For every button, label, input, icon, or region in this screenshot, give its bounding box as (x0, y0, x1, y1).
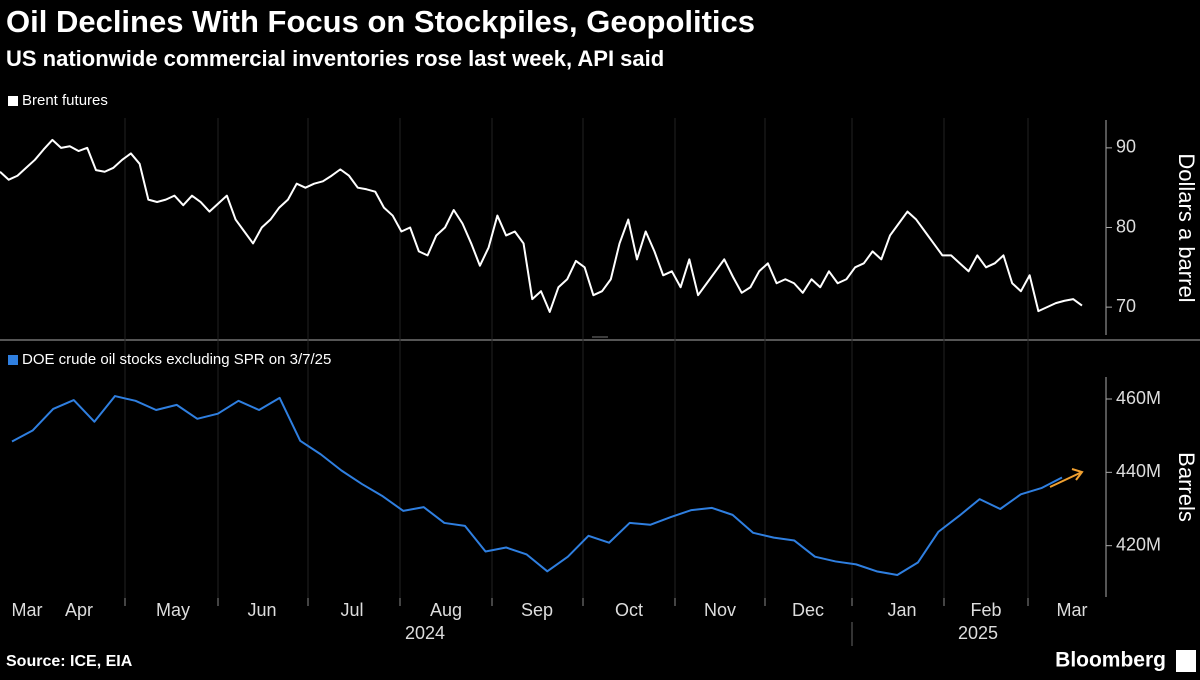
legend-label: Brent futures (22, 92, 108, 109)
line-series (0, 138, 1083, 313)
brand: Bloomberg (1055, 649, 1166, 672)
month-label: Apr (65, 600, 93, 620)
month-label: Aug (430, 600, 462, 620)
y-tick-label: 70 (1116, 296, 1136, 316)
month-label: Sep (521, 600, 553, 620)
year-label: 2025 (958, 623, 998, 643)
brand-icon (1176, 650, 1196, 672)
y-tick-label: 460M (1116, 388, 1161, 408)
y-tick-label: 80 (1116, 216, 1136, 236)
y-tick-label: 420M (1116, 534, 1161, 554)
y-tick-label: 90 (1116, 137, 1136, 157)
month-label: Nov (704, 600, 736, 620)
month-label: Jul (340, 600, 363, 620)
legend-swatch (8, 355, 18, 365)
year-label: 2024 (405, 623, 445, 643)
month-label: Dec (792, 600, 824, 620)
legend-swatch (8, 96, 18, 106)
title: Oil Declines With Focus on Stockpiles, G… (6, 4, 755, 39)
month-label: Mar (1057, 600, 1088, 620)
y-tick-label: 440M (1116, 461, 1161, 481)
api-estimate (1049, 471, 1083, 488)
month-label: Jun (247, 600, 276, 620)
month-label: Oct (615, 600, 643, 620)
month-label: May (156, 600, 190, 620)
subtitle: US nationwide commercial inventories ros… (6, 46, 664, 71)
month-label: Feb (970, 600, 1001, 620)
legend-label: DOE crude oil stocks excluding SPR on 3/… (22, 351, 331, 368)
source: Source: ICE, EIA (6, 653, 133, 670)
y-axis-title: Barrels (1174, 452, 1199, 522)
month-label: Jan (887, 600, 916, 620)
y-axis-title: Dollars a barrel (1174, 153, 1199, 302)
month-label: Mar (12, 600, 43, 620)
line-series (11, 395, 1063, 576)
api-arrow (1071, 468, 1084, 481)
